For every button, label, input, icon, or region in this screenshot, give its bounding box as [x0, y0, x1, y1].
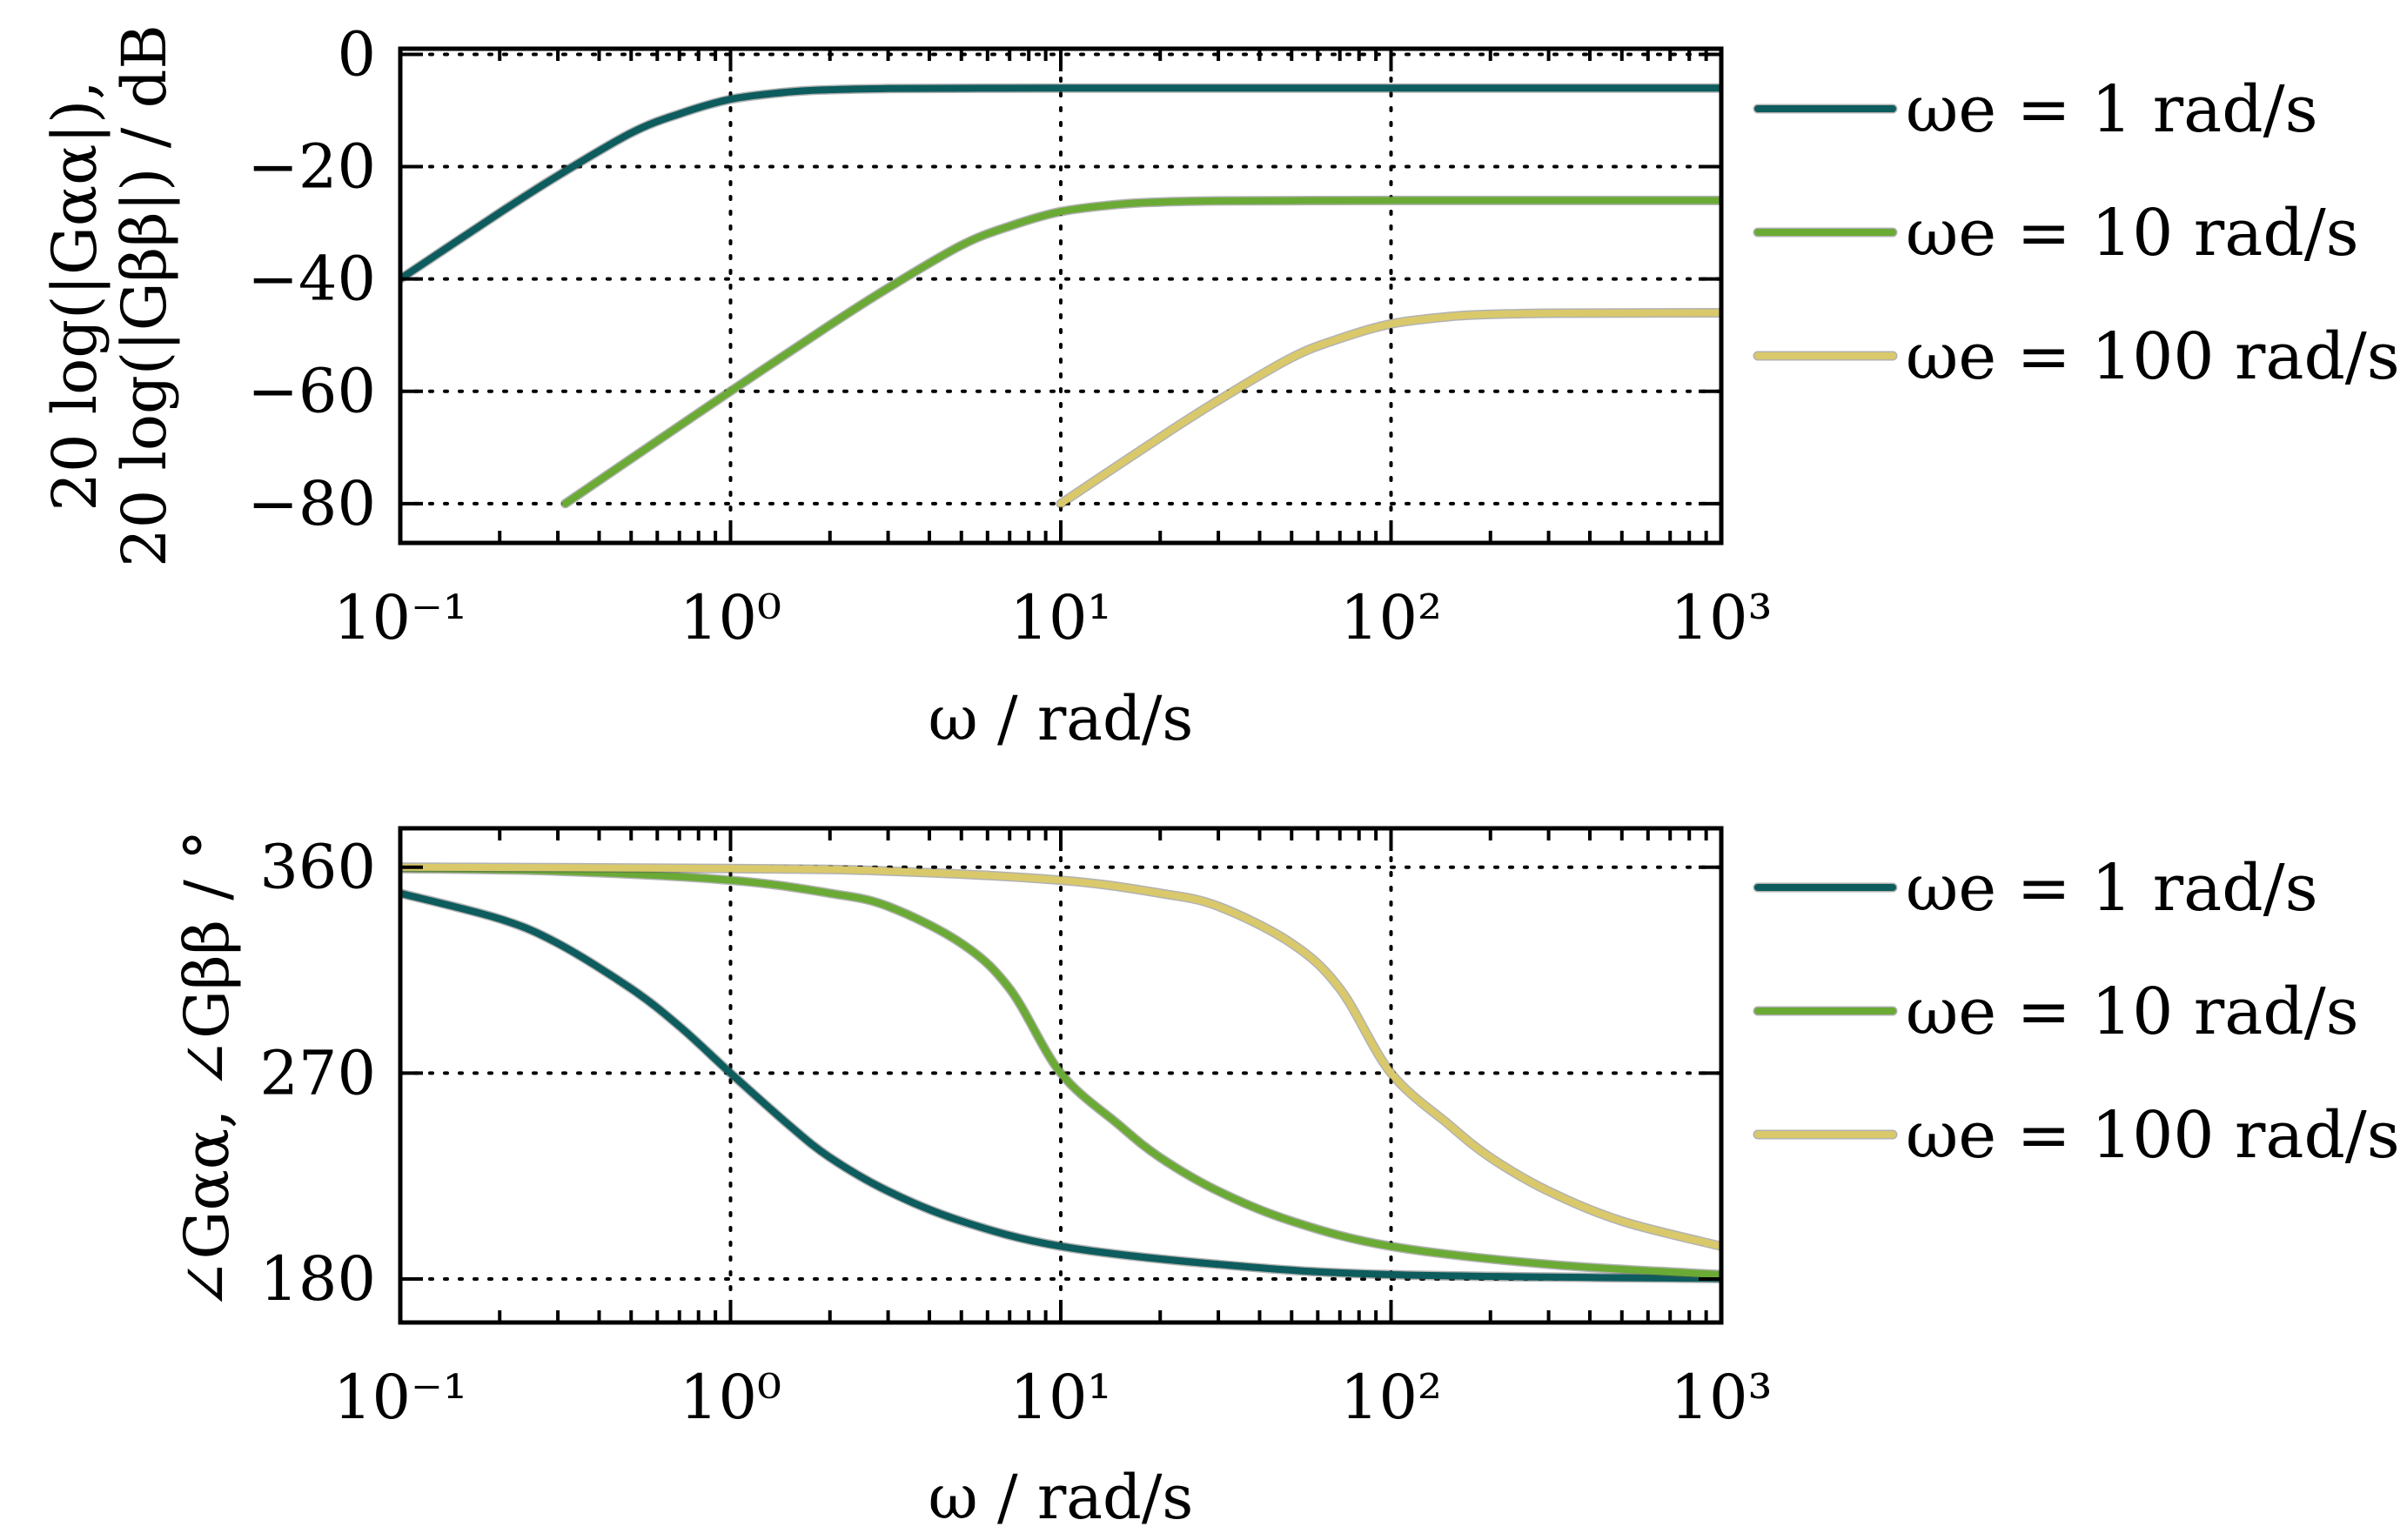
magnitude-y-axis-label-line-1: 20 log(|Gαα|), [39, 80, 111, 511]
phase-xtick-label-4: 10³ [1670, 1362, 1772, 1433]
magnitude-x-axis-label: ω / rad/s [929, 683, 1194, 754]
magnitude-xtick-label-3: 10² [1340, 582, 1442, 653]
magnitude-xtick-label-1: 10⁰ [680, 582, 781, 653]
phase-legend-label-0: ωe = 1 rad/s [1906, 851, 2318, 926]
magnitude-xtick-label-2: 10¹ [1009, 582, 1111, 653]
phase-legend: ωe = 1 rad/s ωe = 10 rad/s ωe = 100 rad/s [1753, 851, 2400, 1173]
magnitude-tick-labels: 10⁻¹ 10⁰ 10¹ 10² 10³ 0 −20 −40 −60 −80 [247, 18, 1772, 653]
magnitude-series-2-outline [1056, 308, 1721, 509]
magnitude-ytick-label-2: −40 [247, 244, 376, 315]
phase-x-axis-label: ω / rad/s [929, 1462, 1194, 1533]
phase-xtick-label-3: 10² [1340, 1362, 1442, 1433]
phase-xtick-label-2: 10¹ [1009, 1362, 1111, 1433]
magnitude-xtick-label-4: 10³ [1670, 582, 1772, 653]
phase-y-axis-label-line-1: ∠Gαα, ∠Gββ / ° [171, 830, 243, 1310]
magnitude-series-1-line [561, 197, 1721, 507]
magnitude-legend-label-0: ωe = 1 rad/s [1906, 72, 2318, 147]
magnitude-series-0-line [400, 84, 1721, 283]
magnitude-ytick-label-4: −80 [247, 468, 376, 539]
magnitude-series-1-outline [560, 195, 1721, 509]
phase-y-axis-label: ∠Gαα, ∠Gββ / ° [171, 830, 243, 1310]
phase-ticks [399, 828, 1723, 1322]
phase-series-2-outline [400, 862, 1721, 1251]
magnitude-ytick-label-0: 0 [337, 18, 376, 90]
magnitude-ticks [399, 49, 1723, 543]
phase-series-0-line [400, 889, 1721, 1282]
magnitude-legend-label-2: ωe = 100 rad/s [1906, 319, 2400, 394]
magnitude-legend: ωe = 1 rad/s ωe = 10 rad/s ωe = 100 rad/s [1753, 72, 2400, 394]
magnitude-series-2-line [1057, 309, 1721, 507]
phase-plot: 10⁻¹ 10⁰ 10¹ 10² 10³ 360 270 180 ω / rad/s ∠Gαα… [171, 826, 2400, 1533]
phase-xtick-label-1: 10⁰ [680, 1362, 781, 1433]
phase-series-2-line [400, 863, 1721, 1250]
phase-ytick-label-0: 360 [259, 832, 376, 903]
magnitude-ytick-label-1: −20 [247, 131, 376, 203]
phase-xtick-label-0: 10⁻¹ [333, 1362, 467, 1433]
phase-legend-label-1: ωe = 10 rad/s [1906, 974, 2359, 1049]
phase-series-group [400, 862, 1721, 1283]
phase-series-0-outline [400, 888, 1721, 1283]
phase-ytick-label-2: 180 [259, 1243, 376, 1315]
magnitude-xtick-label-0: 10⁻¹ [333, 582, 467, 653]
magnitude-y-axis-label: 20 log(|Gαα|), 20 log(|Gββ|) / dB [39, 24, 180, 567]
magnitude-y-axis-label-line-2: 20 log(|Gββ|) / dB [109, 24, 180, 567]
phase-legend-label-2: ωe = 100 rad/s [1906, 1098, 2400, 1173]
magnitude-ytick-label-3: −60 [247, 356, 376, 427]
magnitude-grid [399, 47, 1723, 545]
phase-tick-labels: 10⁻¹ 10⁰ 10¹ 10² 10³ 360 270 180 [259, 832, 1772, 1433]
magnitude-series-group [400, 83, 1721, 509]
phase-ytick-label-1: 270 [259, 1037, 376, 1108]
phase-series-1-line [400, 865, 1721, 1278]
magnitude-legend-label-1: ωe = 10 rad/s [1906, 196, 2359, 271]
